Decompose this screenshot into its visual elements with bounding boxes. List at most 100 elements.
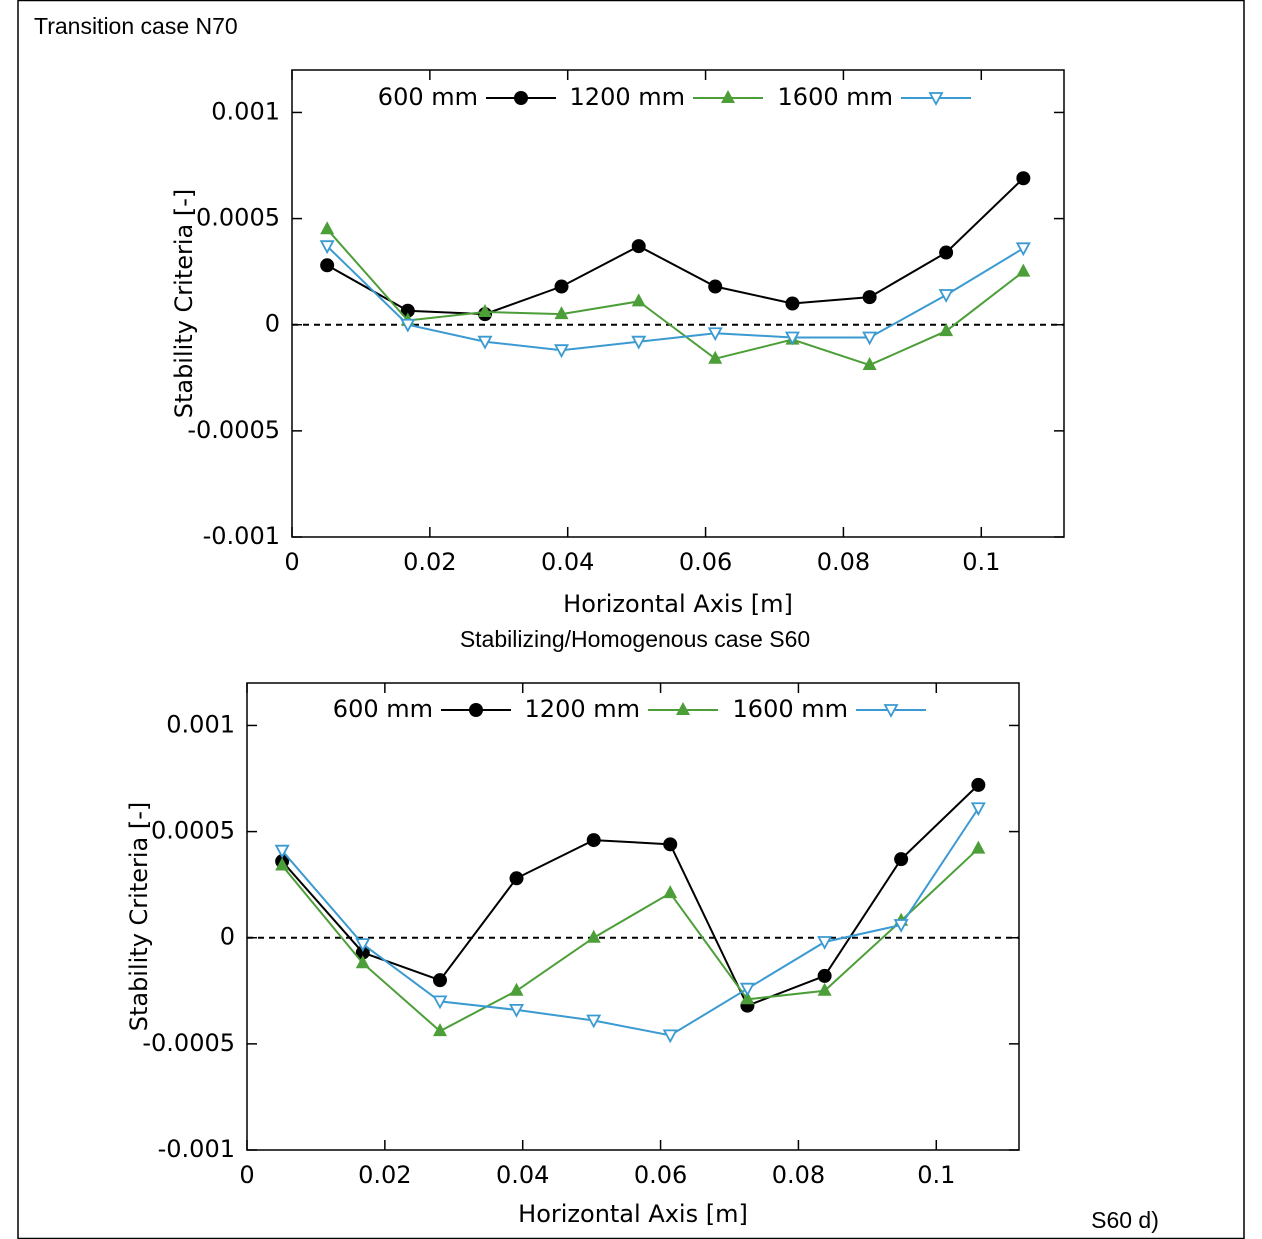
marker (740, 991, 755, 1005)
marker (433, 1023, 447, 1037)
marker (862, 290, 877, 305)
y-tick-label: 0.001 (211, 97, 280, 125)
marker (785, 296, 800, 311)
marker (1015, 242, 1031, 257)
marker (1016, 263, 1031, 277)
marker (509, 871, 524, 886)
series-line (281, 807, 980, 1037)
marker (508, 1004, 525, 1018)
series-line (281, 847, 980, 1033)
marker (938, 289, 954, 303)
marker (432, 995, 448, 1010)
marker (939, 323, 954, 337)
x-tick-label: 0 (239, 1161, 254, 1189)
marker (477, 335, 493, 350)
y-axis-label: Stability Criteria [-] (170, 189, 198, 419)
marker (663, 837, 678, 852)
chart-title: Stabilizing/Homogenous case S60 (460, 626, 810, 652)
marker (739, 982, 755, 997)
marker (355, 955, 370, 969)
marker (663, 885, 678, 899)
marker (274, 844, 290, 859)
marker (784, 331, 800, 346)
x-tick-label: 0.1 (917, 1161, 955, 1189)
x-tick-label: 0.08 (817, 548, 870, 576)
x-tick-label: 0.04 (541, 548, 594, 576)
y-tick-label: -0.001 (158, 1135, 235, 1163)
y-tick-label: -0.0005 (187, 416, 280, 444)
marker (631, 335, 647, 350)
legend-marker (514, 91, 528, 105)
marker (400, 303, 415, 318)
marker (631, 293, 646, 307)
marker (708, 350, 723, 364)
x-tick-label: 0.02 (403, 548, 456, 576)
marker (662, 1029, 678, 1044)
legend-marker (469, 703, 483, 717)
marker (320, 221, 335, 235)
x-tick-label: 0 (284, 548, 299, 576)
marker (893, 919, 909, 933)
marker (939, 245, 954, 260)
legend-label: 1200 mm (525, 695, 640, 723)
y-tick-label: 0.0005 (196, 204, 280, 232)
x-tick-label: 0.1 (962, 548, 1000, 576)
annotation: S60 d) (1091, 1207, 1159, 1233)
x-axis-label: Horizontal Axis [m] (518, 1200, 748, 1228)
marker (586, 833, 601, 848)
x-tick-label: 0.04 (496, 1161, 549, 1189)
legend-label: 600 mm (378, 83, 478, 111)
series-line (326, 177, 1025, 316)
marker (275, 857, 290, 871)
legend-label: 1600 mm (778, 83, 893, 111)
marker (817, 968, 832, 983)
series-line (326, 228, 1024, 367)
legend-marker (676, 702, 690, 715)
marker (894, 852, 909, 867)
marker (355, 945, 370, 960)
marker (631, 239, 646, 254)
marker (554, 279, 569, 294)
marker (586, 929, 601, 943)
marker (707, 327, 723, 342)
plot-frame (246, 682, 1020, 1151)
y-tick-label: -0.0005 (142, 1029, 235, 1057)
y-tick-label: 0.001 (166, 710, 235, 738)
marker (553, 344, 570, 359)
x-tick-label: 0.08 (772, 1161, 825, 1189)
plot-frame (291, 69, 1065, 538)
series-line (281, 784, 980, 1007)
x-axis-label: Horizontal Axis [m] (563, 590, 793, 618)
x-tick-label: 0.06 (634, 1161, 687, 1189)
legend-marker (928, 92, 944, 106)
legend-label: 600 mm (333, 695, 433, 723)
marker (319, 240, 335, 255)
marker (433, 973, 447, 988)
marker (400, 318, 416, 333)
y-tick-label: -0.001 (203, 522, 280, 550)
legend-label: 1200 mm (570, 83, 685, 111)
y-axis-label: Stability Criteria [-] (125, 802, 153, 1032)
marker (355, 938, 371, 952)
x-tick-label: 0.02 (358, 1161, 411, 1189)
marker (817, 936, 833, 950)
marker (817, 982, 832, 996)
marker (708, 279, 723, 294)
marker (971, 777, 986, 792)
series-line (326, 245, 1024, 352)
legend-label: 1600 mm (733, 695, 848, 723)
marker (970, 802, 986, 817)
marker (862, 331, 878, 346)
marker (971, 840, 986, 854)
legend-marker (883, 704, 899, 718)
y-tick-label: 0 (265, 310, 280, 338)
y-tick-label: 0 (220, 923, 235, 951)
legend-marker (721, 90, 735, 103)
marker (478, 303, 492, 317)
chart-title: Transition case N70 (34, 13, 238, 39)
marker (862, 357, 877, 371)
x-tick-label: 0.06 (679, 548, 732, 576)
y-tick-label: 0.0005 (151, 817, 235, 845)
marker (1016, 171, 1031, 186)
